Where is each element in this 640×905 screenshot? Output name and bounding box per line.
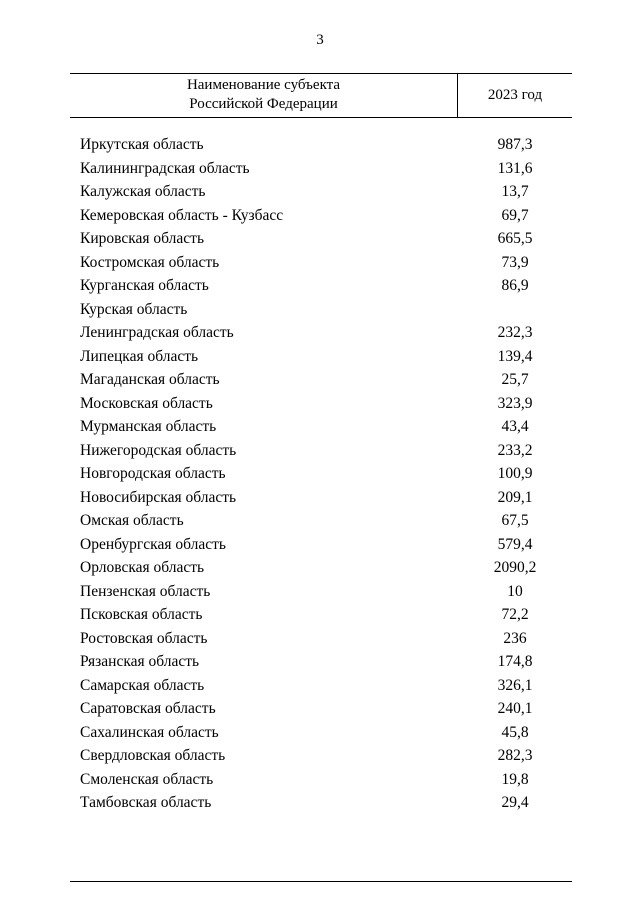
table-row: Курганская область 86,9 xyxy=(70,275,572,299)
table-row: Рязанская область 174,8 xyxy=(70,651,572,675)
table-row: Тамбовская область 29,4 xyxy=(70,792,572,816)
region-name: Костромская область xyxy=(80,253,220,271)
region-name: Псковская область xyxy=(80,606,203,624)
column-header-region-line1: Наименование субъекта xyxy=(186,77,341,93)
region-name: Курская область xyxy=(80,300,188,318)
region-name: Пензенская область xyxy=(80,582,211,600)
region-value: 67,5 xyxy=(501,512,529,530)
region-value: 326,1 xyxy=(497,676,533,694)
region-value: 174,8 xyxy=(497,653,533,671)
region-value: 25,7 xyxy=(501,371,529,389)
table-row: Самарская область 326,1 xyxy=(70,674,572,698)
region-name: Магаданская область xyxy=(80,371,220,389)
region-value: 45,8 xyxy=(501,723,529,741)
region-name: Калининградская область xyxy=(80,159,250,177)
region-name: Мурманская область xyxy=(80,418,217,436)
region-name: Курганская область xyxy=(80,277,209,295)
table-row: Кемеровская область - Кузбасс 69,7 xyxy=(70,204,572,228)
region-name: Новгородская область xyxy=(80,465,226,483)
region-name: Смоленская область xyxy=(80,770,214,788)
table-row: Смоленская область 19,8 xyxy=(70,768,572,792)
table-row: Псковская область 72,2 xyxy=(70,604,572,628)
region-name: Свердловская область xyxy=(80,747,226,765)
region-name: Тамбовская область xyxy=(80,794,212,812)
page-number: 3 xyxy=(316,32,324,48)
region-name: Ленинградская область xyxy=(80,324,234,342)
region-value: 579,4 xyxy=(497,535,533,553)
table-row: Омская область 67,5 xyxy=(70,510,572,534)
region-name: Омская область xyxy=(80,512,184,530)
region-value: 282,3 xyxy=(497,747,533,765)
region-name: Самарская область xyxy=(80,676,205,694)
table-row: Костромская область 73,9 xyxy=(70,251,572,275)
table-row: Сахалинская область 45,8 xyxy=(70,721,572,745)
table-row: Калужская область 13,7 xyxy=(70,181,572,205)
table-row: Орловская область 2090,2 xyxy=(70,557,572,581)
table-row: Новосибирская область 209,1 xyxy=(70,486,572,510)
region-value: 236 xyxy=(503,629,527,647)
table-row: Магаданская область 25,7 xyxy=(70,369,572,393)
table-row: Ростовская область 236 xyxy=(70,627,572,651)
region-value: 19,8 xyxy=(501,770,529,788)
column-header-region-line2: Российской Федерации xyxy=(189,95,338,112)
region-value: 987,3 xyxy=(497,136,533,154)
table-row: Ленинградская область 232,3 xyxy=(70,322,572,346)
regions-table: Наименование субъекта Российской Федерац… xyxy=(70,73,572,815)
region-value: 29,4 xyxy=(501,794,529,812)
region-value: 10 xyxy=(507,582,523,600)
table-body: Иркутская область 987,3 Калининградская об… xyxy=(70,134,572,816)
region-value: 2090,2 xyxy=(493,559,537,577)
table-row: Нижегородская область 233,2 xyxy=(70,439,572,463)
table-header-row: Наименование субъекта Российской Федерац… xyxy=(70,73,572,118)
region-name: Кировская область xyxy=(80,230,205,248)
table-row: Липецкая область 139,4 xyxy=(70,345,572,369)
table-row: Новгородская область 100,9 xyxy=(70,463,572,487)
region-value: 233,2 xyxy=(497,441,533,459)
region-value: 209,1 xyxy=(497,488,533,506)
region-value: 323,9 xyxy=(497,394,533,412)
region-name: Сахалинская область xyxy=(80,723,219,741)
region-value: 72,2 xyxy=(501,606,529,624)
region-value: 139,4 xyxy=(497,347,533,365)
region-name: Ростовская область xyxy=(80,629,208,647)
region-name: Нижегородская область xyxy=(80,441,237,459)
column-header-region: Наименование субъекта Российской Федерац… xyxy=(70,74,458,117)
region-value: 43,4 xyxy=(501,418,529,436)
region-name: Оренбургская область xyxy=(80,535,226,553)
table-row: Московская область 323,9 xyxy=(70,392,572,416)
table-row: Оренбургская область 579,4 xyxy=(70,533,572,557)
region-value: 232,3 xyxy=(497,324,533,342)
table-row: Мурманская область 43,4 xyxy=(70,416,572,440)
region-name: Саратовская область xyxy=(80,700,216,718)
table-row: Курская область xyxy=(70,298,572,322)
table-row: Калининградская область 131,6 xyxy=(70,157,572,181)
region-name: Рязанская область xyxy=(80,653,200,671)
table-row: Свердловская область 282,3 xyxy=(70,745,572,769)
region-value: 131,6 xyxy=(497,159,533,177)
table-row: Кировская область 665,5 xyxy=(70,228,572,252)
region-name: Кемеровская область - Кузбасс xyxy=(80,206,284,224)
region-name: Орловская область xyxy=(80,559,205,577)
region-value: 69,7 xyxy=(501,206,529,224)
region-name: Липецкая область xyxy=(80,347,199,365)
region-value: 73,9 xyxy=(501,253,529,271)
region-value: 86,9 xyxy=(501,277,529,295)
region-value: 13,7 xyxy=(501,183,529,201)
region-name: Калужская область xyxy=(80,183,206,201)
column-header-year: 2023 год xyxy=(487,86,543,103)
table-row: Иркутская область 987,3 xyxy=(70,134,572,158)
page-bottom-rule xyxy=(70,881,572,882)
region-value: 100,9 xyxy=(497,465,533,483)
region-value: 665,5 xyxy=(497,230,533,248)
region-name: Новосибирская область xyxy=(80,488,237,506)
region-name: Московская область xyxy=(80,394,213,412)
table-row: Пензенская область 10 xyxy=(70,580,572,604)
table-row: Саратовская область 240,1 xyxy=(70,698,572,722)
region-value: 240,1 xyxy=(497,700,533,718)
region-name: Иркутская область xyxy=(80,136,204,154)
